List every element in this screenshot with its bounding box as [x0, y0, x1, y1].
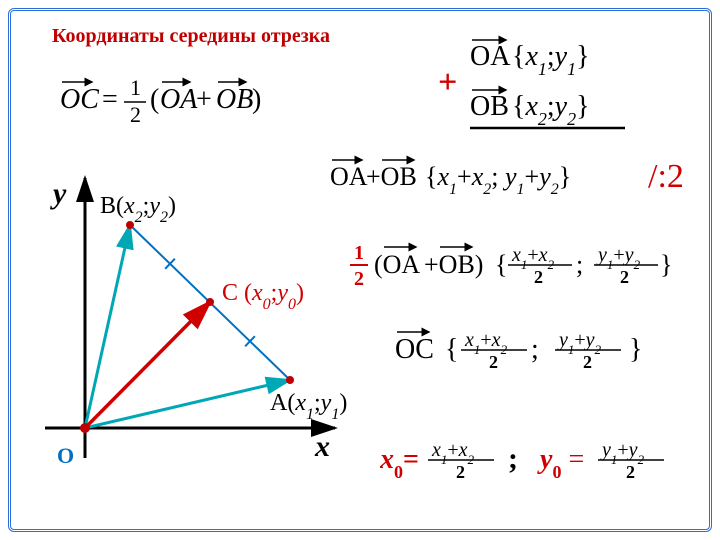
- svg-text:OB: OB: [216, 84, 253, 115]
- point-o: [80, 423, 90, 433]
- eq-oc-coords: OC { x1+x2 2 ; y1+y2 2 }: [395, 320, 715, 380]
- eq-oc-halfsum: OC = 1 2 ( OA + OB ): [60, 60, 290, 130]
- svg-text:+: +: [196, 84, 212, 115]
- svg-text:1: 1: [130, 75, 141, 100]
- svg-text:(OA: (OA: [374, 250, 420, 279]
- svg-text:y0 =: y0 =: [537, 444, 584, 482]
- svg-text:2: 2: [456, 462, 465, 482]
- svg-text:OB: OB: [470, 91, 509, 122]
- svg-text:2: 2: [583, 352, 592, 372]
- svg-text:OC: OC: [60, 84, 99, 115]
- svg-text:2: 2: [130, 102, 141, 127]
- svg-text:x0=: x0=: [380, 444, 419, 482]
- x-axis-label: x: [314, 430, 330, 463]
- svg-text:}: }: [660, 250, 672, 279]
- svg-text:{x1;y1}: {x1;y1}: [512, 41, 590, 79]
- svg-text:+OB): +OB): [424, 250, 483, 279]
- y-axis-label: y: [50, 177, 67, 210]
- svg-text:2: 2: [534, 267, 543, 287]
- coordinate-diagram: x y O A(x1;y1) B(x2;y2) C (x0;y0): [20, 170, 370, 500]
- point-a-label: A(x1;y1): [270, 390, 347, 423]
- vector-ob: [85, 225, 130, 428]
- svg-text:+OB: +OB: [366, 162, 417, 191]
- point-a: [286, 376, 294, 384]
- svg-text:x1+x2: x1+x2: [464, 329, 508, 357]
- svg-text:OA: OA: [470, 41, 511, 72]
- svg-text:y1+y2: y1+y2: [557, 329, 602, 357]
- svg-text:OA: OA: [330, 162, 368, 191]
- svg-text:;: ;: [531, 334, 539, 365]
- vector-oc: [85, 302, 210, 428]
- point-c-label: C (x0;y0): [222, 280, 304, 313]
- eq-half-sum: 1 2 (OA +OB) { x1+x2 2 ; y1+y2 2 }: [350, 235, 710, 295]
- svg-text:;: ;: [508, 442, 518, 475]
- svg-text:x1+x2: x1+x2: [431, 439, 475, 467]
- point-b: [126, 221, 134, 229]
- divide-by-2: /:2: [648, 158, 684, 195]
- svg-text:(: (: [150, 84, 159, 115]
- svg-text:): ): [252, 84, 261, 115]
- svg-text:y1+y2: y1+y2: [596, 244, 641, 272]
- plus-sign: +: [438, 64, 457, 101]
- eq-sum: OA +OB {x1+x2; y1+y2} /:2: [330, 150, 710, 200]
- point-b-label: B(x2;y2): [100, 193, 176, 226]
- svg-text:2: 2: [626, 462, 635, 482]
- svg-text:2: 2: [489, 352, 498, 372]
- svg-text:x1+x2: x1+x2: [511, 244, 555, 272]
- svg-text:{x2;y2}: {x2;y2}: [512, 91, 590, 129]
- svg-text:OA: OA: [160, 84, 198, 115]
- svg-text:2: 2: [354, 268, 364, 290]
- svg-text:}: }: [629, 334, 642, 365]
- svg-text:{: {: [495, 250, 507, 279]
- point-c: [206, 298, 214, 306]
- svg-text:2: 2: [620, 267, 629, 287]
- svg-text:=: =: [102, 84, 118, 115]
- slide-title: Координаты середины отрезка: [52, 25, 330, 48]
- svg-text:y1+y2: y1+y2: [600, 439, 645, 467]
- svg-text:;: ;: [576, 250, 583, 279]
- svg-text:1: 1: [354, 242, 364, 264]
- svg-text:{: {: [445, 334, 458, 365]
- svg-text:OC: OC: [395, 334, 434, 365]
- slide: Координаты середины отрезка OC = 1 2 ( O…: [0, 0, 720, 540]
- svg-text:{x1+x2; y1+y2}: {x1+x2; y1+y2}: [425, 162, 571, 198]
- origin-label: O: [57, 443, 74, 468]
- eq-final-midpoint: x0= x1+x2 2 ; y0 = y1+y2 2: [380, 430, 720, 490]
- vector-oa: [85, 380, 290, 428]
- eq-oa-ob-stack: OA {x1;y1} + OB {x2;y2}: [420, 30, 710, 150]
